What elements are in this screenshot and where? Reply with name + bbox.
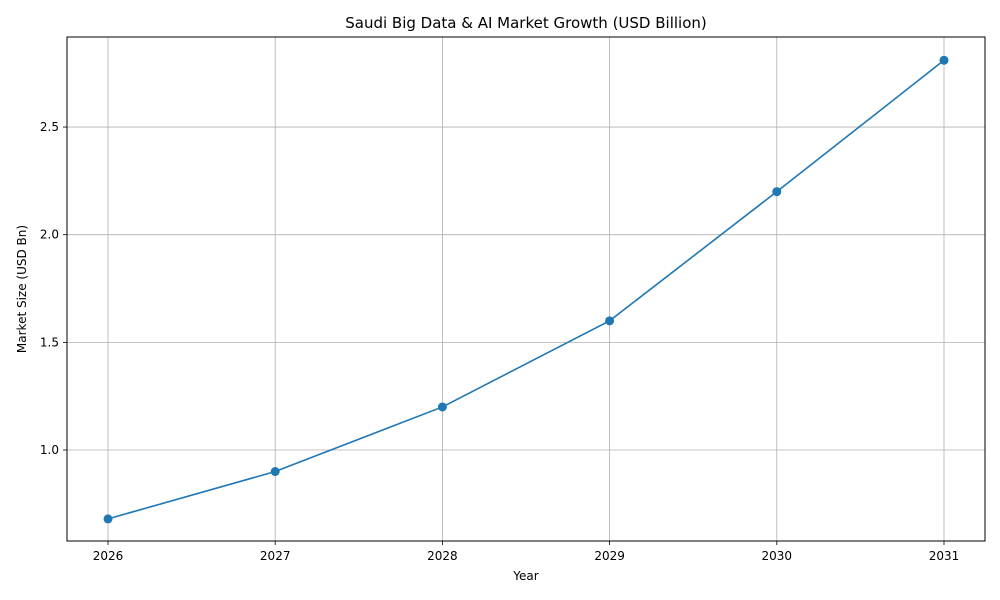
- data-point: [270, 467, 280, 477]
- x-tick-label: 2029: [594, 549, 625, 563]
- data-point: [103, 514, 113, 524]
- data-point: [772, 187, 782, 197]
- data-point: [605, 316, 615, 326]
- x-tick-label: 2026: [93, 549, 124, 563]
- x-tick-label: 2031: [929, 549, 960, 563]
- y-tick-label: 2.0: [40, 228, 59, 242]
- y-tick-label: 1.5: [40, 335, 59, 349]
- data-point: [939, 55, 949, 65]
- data-point: [437, 402, 447, 412]
- x-tick-label: 2027: [260, 549, 291, 563]
- chart-title: Saudi Big Data & AI Market Growth (USD B…: [345, 14, 707, 32]
- x-tick-label: 2028: [427, 549, 458, 563]
- x-tick-label: 2030: [762, 549, 793, 563]
- plot-frame: [66, 36, 986, 542]
- series-line: [107, 59, 945, 520]
- y-tick-label: 2.5: [40, 120, 59, 134]
- y-tick-label: 1.0: [40, 443, 59, 457]
- x-axis-label: Year: [513, 569, 539, 583]
